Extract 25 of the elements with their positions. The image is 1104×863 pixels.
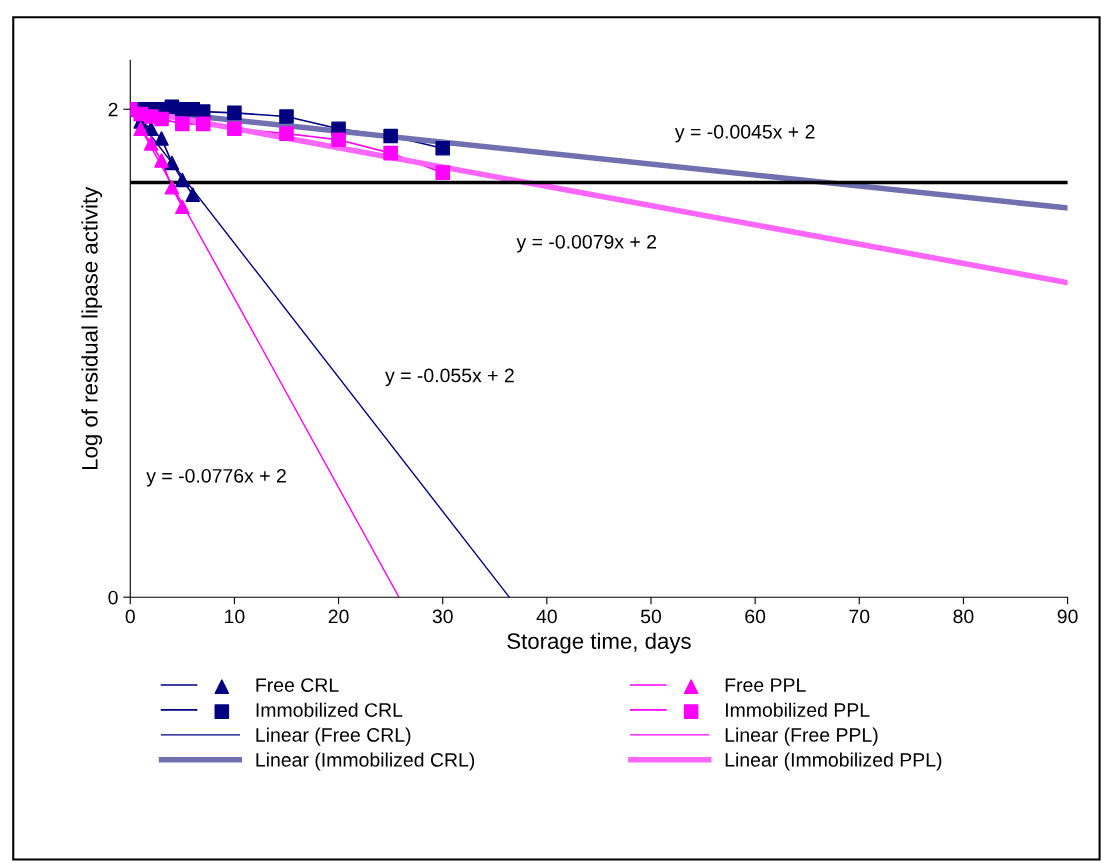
x-tick-label: 60: [745, 609, 766, 624]
legend-label: Linear (Immobilized CRL): [256, 752, 475, 771]
legend-label: Immobilized CRL: [256, 702, 403, 717]
x-tick-label: 30: [432, 609, 453, 624]
legend-label: Linear (Immobilized PPL): [725, 752, 942, 771]
y-tick-label: 2: [108, 102, 118, 117]
x-tick-label: 40: [536, 609, 557, 624]
annotation: y = -0.055x + 2: [385, 368, 514, 387]
x-tick-label: 10: [225, 609, 245, 624]
x-tick-label: 50: [640, 609, 662, 624]
x-tick-label: 80: [953, 609, 974, 624]
x-tick-label: 70: [849, 609, 870, 624]
annotation: y = -0.0776x + 2: [146, 468, 286, 487]
y-axis-title: Log of residual lipase activity: [81, 186, 103, 470]
legend-label: Immobilized PPL: [725, 702, 870, 717]
legend-label: Linear (Free CRL): [256, 727, 411, 746]
x-axis-title: Storage time, days: [507, 632, 691, 654]
x-tick-label: 20: [328, 609, 349, 624]
legend-label: Free PPL: [725, 678, 806, 692]
x-tick-label: 0: [125, 609, 135, 624]
annotation: y = -0.0045x + 2: [674, 124, 815, 143]
x-tick-label: 90: [1057, 609, 1078, 624]
legend-label: Free CRL: [256, 678, 339, 692]
annotation: y = -0.0079x + 2: [516, 234, 657, 253]
legend-label: Linear (Free PPL): [725, 727, 878, 746]
